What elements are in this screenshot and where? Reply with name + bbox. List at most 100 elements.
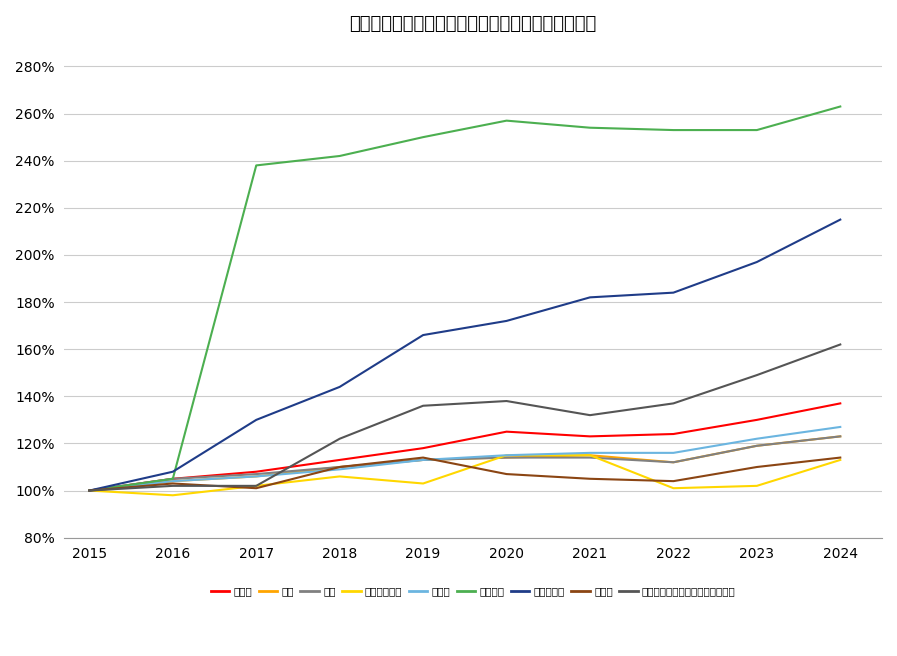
賊借料 bbox=[835, 423, 846, 431]
その他の販売費および一般管理費 bbox=[752, 371, 762, 379]
減価償却費 bbox=[251, 416, 262, 424]
賞与 bbox=[501, 454, 512, 462]
租税公課 bbox=[251, 161, 262, 169]
Line: 減価償却費: 減価償却費 bbox=[90, 220, 840, 491]
Line: 賞与: 賞与 bbox=[90, 436, 840, 491]
賊借料 bbox=[752, 435, 762, 443]
Line: その他の販売費および一般管理費: その他の販売費および一般管理費 bbox=[90, 344, 840, 491]
賊借料 bbox=[84, 487, 95, 495]
売上高 bbox=[585, 432, 596, 440]
通信費 bbox=[752, 463, 762, 471]
Line: 売上高: 売上高 bbox=[90, 403, 840, 491]
Line: 賊借料: 賊借料 bbox=[90, 427, 840, 491]
給与 bbox=[335, 463, 345, 471]
通信費 bbox=[501, 470, 512, 478]
その他の販売費および一般管理費 bbox=[501, 397, 512, 405]
減価償却費 bbox=[335, 383, 345, 391]
租税公課 bbox=[335, 152, 345, 160]
賞与 bbox=[752, 442, 762, 450]
賞与 bbox=[335, 463, 345, 471]
Line: 給与: 給与 bbox=[90, 436, 840, 491]
売上高 bbox=[418, 444, 429, 452]
給与 bbox=[84, 487, 95, 495]
租税公課 bbox=[668, 126, 679, 134]
給与 bbox=[251, 472, 262, 480]
賞与 bbox=[168, 475, 179, 483]
その他人件費 bbox=[501, 451, 512, 459]
減価償却費 bbox=[418, 331, 429, 339]
租税公課 bbox=[418, 133, 429, 141]
給与 bbox=[585, 451, 596, 459]
売上高 bbox=[668, 430, 679, 438]
減価償却費 bbox=[835, 216, 846, 224]
その他の販売費および一般管理費 bbox=[585, 411, 596, 419]
その他人件費 bbox=[752, 482, 762, 490]
租税公課 bbox=[168, 475, 179, 483]
通信費 bbox=[251, 484, 262, 492]
賊借料 bbox=[668, 449, 679, 457]
通信費 bbox=[335, 463, 345, 471]
その他人件費 bbox=[668, 484, 679, 492]
通信費 bbox=[168, 480, 179, 487]
賊借料 bbox=[418, 456, 429, 464]
減価償却費 bbox=[668, 289, 679, 297]
売上高 bbox=[501, 428, 512, 436]
その他の販売費および一般管理費 bbox=[251, 482, 262, 490]
その他の販売費および一般管理費 bbox=[835, 340, 846, 348]
その他人件費 bbox=[251, 482, 262, 490]
その他の販売費および一般管理費 bbox=[84, 487, 95, 495]
その他の販売費および一般管理費 bbox=[168, 482, 179, 490]
賊借料 bbox=[168, 477, 179, 485]
賞与 bbox=[585, 454, 596, 462]
その他の販売費および一般管理費 bbox=[668, 400, 679, 407]
賊借料 bbox=[335, 465, 345, 473]
給与 bbox=[168, 477, 179, 485]
その他人件費 bbox=[585, 451, 596, 459]
租税公課 bbox=[501, 117, 512, 125]
その他人件費 bbox=[335, 472, 345, 480]
減価償却費 bbox=[168, 468, 179, 476]
その他人件費 bbox=[835, 456, 846, 464]
Legend: 売上高, 給与, 賞与, その他人件費, 賊借料, 租税公課, 減価償却費, 通信費, その他の販売費および一般管理費: 売上高, 給与, 賞与, その他人件費, 賊借料, 租税公課, 減価償却費, 通… bbox=[206, 583, 740, 601]
売上高 bbox=[84, 487, 95, 495]
租税公課 bbox=[752, 126, 762, 134]
賊借料 bbox=[251, 472, 262, 480]
賊借料 bbox=[501, 451, 512, 459]
給与 bbox=[668, 459, 679, 466]
給与 bbox=[835, 432, 846, 440]
給与 bbox=[501, 454, 512, 462]
売上高 bbox=[251, 468, 262, 476]
租税公課 bbox=[835, 102, 846, 110]
賞与 bbox=[835, 432, 846, 440]
賊借料 bbox=[585, 449, 596, 457]
減価償却費 bbox=[501, 317, 512, 325]
売上高 bbox=[168, 475, 179, 483]
Line: 通信費: 通信費 bbox=[90, 458, 840, 491]
通信費 bbox=[84, 487, 95, 495]
Line: その他人件費: その他人件費 bbox=[90, 455, 840, 495]
その他の販売費および一般管理費 bbox=[418, 402, 429, 410]
売上高 bbox=[835, 400, 846, 407]
Line: 租税公課: 租税公課 bbox=[90, 106, 840, 491]
賞与 bbox=[251, 470, 262, 478]
通信費 bbox=[835, 454, 846, 462]
通信費 bbox=[668, 477, 679, 485]
その他人件費 bbox=[168, 491, 179, 499]
通信費 bbox=[418, 454, 429, 462]
売上高 bbox=[752, 416, 762, 424]
その他人件費 bbox=[84, 487, 95, 495]
給与 bbox=[752, 442, 762, 450]
売上高 bbox=[335, 456, 345, 464]
賞与 bbox=[84, 487, 95, 495]
減価償却費 bbox=[752, 258, 762, 266]
給与 bbox=[418, 456, 429, 464]
その他の販売費および一般管理費 bbox=[335, 435, 345, 443]
減価償却費 bbox=[84, 487, 95, 495]
Title: セコム　通信費・販売費及び一般管理費　初年度比: セコム 通信費・販売費及び一般管理費 初年度比 bbox=[350, 15, 597, 33]
租税公課 bbox=[84, 487, 95, 495]
賞与 bbox=[418, 456, 429, 464]
通信費 bbox=[585, 475, 596, 483]
その他人件費 bbox=[418, 480, 429, 487]
賞与 bbox=[668, 459, 679, 466]
減価償却費 bbox=[585, 293, 596, 301]
